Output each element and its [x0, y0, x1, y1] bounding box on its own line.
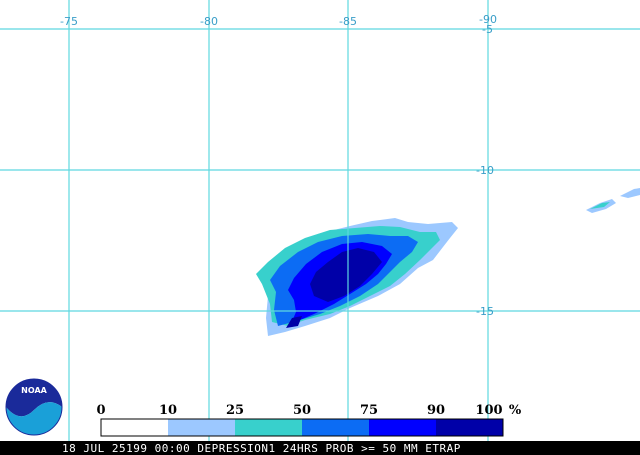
legend-swatch-90-100 [436, 419, 503, 436]
legend-swatch-0-10 [101, 419, 168, 436]
lon-label: -80 [200, 15, 218, 28]
legend-swatch-25-50 [235, 419, 302, 436]
legend-label: 90 [427, 403, 445, 418]
lon-label: -75 [60, 15, 78, 28]
lat-label: -15 [476, 305, 494, 318]
legend: 0 10 25 50 75 90 100 % [96, 403, 522, 437]
prob-area-10-25-speck2 [620, 188, 640, 198]
legend-unit: % [509, 403, 522, 418]
prob-area-90-100-spot [286, 316, 302, 328]
legend-frame [100, 418, 504, 437]
legend-label: 75 [360, 403, 378, 418]
graticule [0, 0, 640, 441]
legend-label: 50 [293, 403, 311, 418]
lon-label: -90 [479, 13, 497, 26]
prob-area-90-100 [310, 248, 382, 302]
noaa-logo-text: NOAA [21, 386, 47, 395]
prob-area-25-50-speck [590, 202, 610, 209]
legend-label: 100 [475, 403, 502, 418]
lat-label: -10 [476, 164, 494, 177]
lat-label: -5 [482, 23, 493, 36]
legend-swatch-75-90 [369, 419, 436, 436]
legend-swatch-50-75 [302, 419, 369, 436]
caption-text: 18 JUL 25199 00:00 DEPRESSION1 24HRS PRO… [62, 442, 461, 455]
legend-swatch-10-25 [168, 419, 235, 436]
legend-label: 25 [226, 403, 244, 418]
longitude-labels: -75 -80 -85 -90 [60, 13, 497, 28]
legend-label: 0 [96, 403, 105, 418]
caption-bar: 18 JUL 25199 00:00 DEPRESSION1 24HRS PRO… [0, 441, 640, 455]
legend-label: 10 [159, 403, 177, 418]
noaa-logo-icon: NOAA [4, 377, 64, 437]
latitude-labels: -5 -10 -15 [476, 23, 494, 318]
lon-label: -85 [339, 15, 357, 28]
